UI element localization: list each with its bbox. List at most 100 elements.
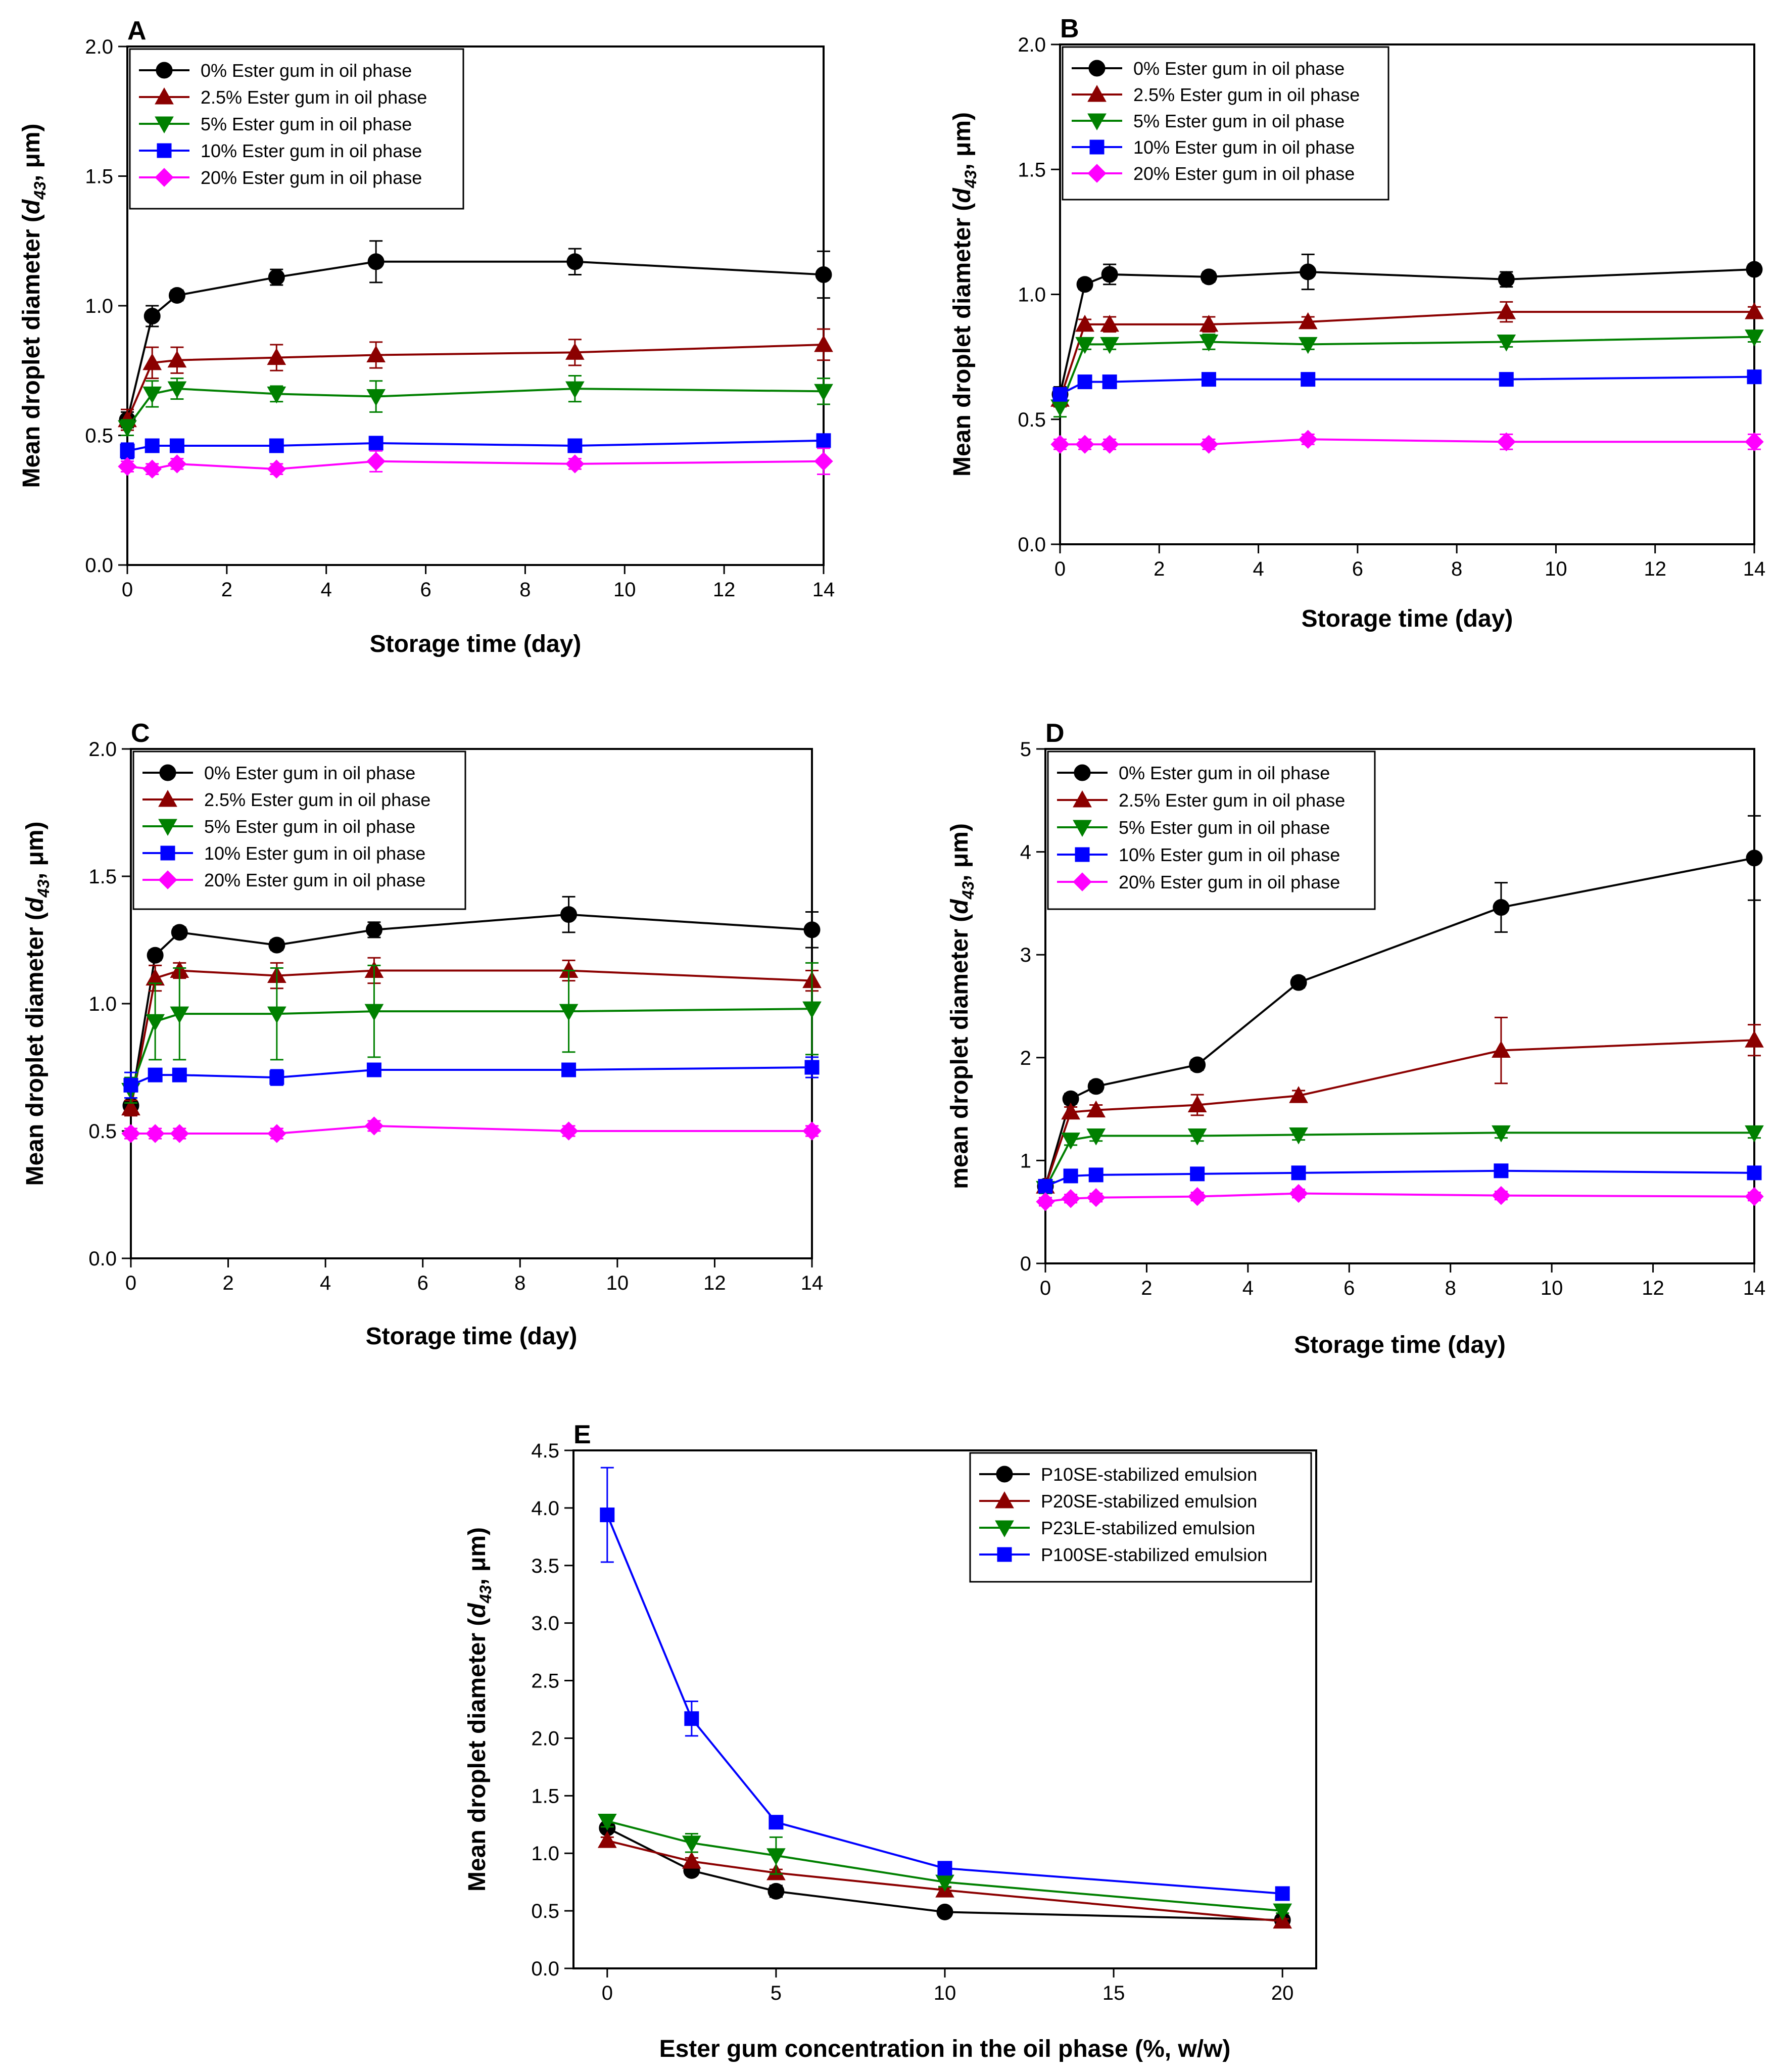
legend-marker bbox=[159, 764, 176, 781]
data-point bbox=[1086, 1128, 1106, 1146]
data-point bbox=[1289, 1184, 1308, 1203]
data-point bbox=[269, 438, 284, 453]
y-tick-label: 2.0 bbox=[1018, 34, 1046, 56]
y-axis-label-pre: Mean droplet diameter ( bbox=[18, 214, 45, 488]
data-point bbox=[1199, 435, 1219, 454]
data-point bbox=[1300, 263, 1317, 280]
x-tick-label: 0 bbox=[602, 1982, 613, 2004]
x-tick-label: 8 bbox=[514, 1272, 525, 1294]
x-tick-label: 4 bbox=[1242, 1277, 1254, 1299]
x-tick-label: 0 bbox=[125, 1272, 136, 1294]
series-4 bbox=[121, 1116, 822, 1143]
series-line bbox=[130, 1066, 812, 1087]
x-tick-label: 15 bbox=[1102, 1982, 1125, 2004]
legend-label: P23LE-stabilized emulsion bbox=[1041, 1518, 1255, 1538]
y-tick-label: 0.0 bbox=[531, 1958, 559, 1980]
data-point bbox=[170, 1006, 189, 1024]
data-point bbox=[1199, 314, 1219, 332]
data-point bbox=[142, 353, 162, 370]
legend-marker bbox=[1089, 139, 1105, 155]
data-point bbox=[1075, 337, 1094, 354]
legend-label: 5% Ester gum in oil phase bbox=[201, 114, 412, 134]
series-line bbox=[127, 439, 824, 452]
series-3 bbox=[120, 433, 831, 460]
y-axis-label-subscript: 43 bbox=[962, 170, 980, 189]
data-point bbox=[1075, 314, 1094, 332]
y-tick-label: 0.5 bbox=[1018, 409, 1046, 431]
data-point bbox=[1492, 1041, 1511, 1058]
y-axis-label: Mean droplet diameter (d43, μm) bbox=[464, 1527, 495, 1892]
y-tick-label: 4 bbox=[1020, 841, 1031, 864]
legend-marker bbox=[1087, 84, 1107, 102]
data-point bbox=[1746, 261, 1763, 278]
data-point bbox=[1102, 374, 1117, 390]
data-point bbox=[368, 436, 383, 451]
legend: P10SE-stabilized emulsion P20SE-stabilize… bbox=[969, 1452, 1312, 1583]
y-tick-label: 2.0 bbox=[85, 36, 113, 58]
panel-label: B bbox=[1060, 14, 1079, 43]
series-line bbox=[1060, 375, 1755, 396]
legend-label: 0% Ester gum in oil phase bbox=[1133, 58, 1345, 79]
data-point bbox=[1061, 1189, 1080, 1208]
series-2 bbox=[121, 962, 822, 1104]
y-axis-label-subscript: 43 bbox=[959, 881, 977, 900]
y-axis-label-pre: mean droplet diameter ( bbox=[946, 914, 973, 1189]
x-tick-label: 14 bbox=[801, 1272, 824, 1294]
series-line bbox=[130, 1008, 812, 1091]
data-point bbox=[600, 1508, 615, 1523]
data-point bbox=[1299, 430, 1318, 449]
data-point bbox=[171, 924, 188, 941]
data-point bbox=[682, 1835, 701, 1853]
data-point bbox=[1061, 1102, 1080, 1120]
legend-label: 0% Ester gum in oil phase bbox=[201, 60, 412, 81]
data-point bbox=[814, 335, 833, 352]
y-axis-label: Mean droplet diameter (d43, μm) bbox=[18, 123, 49, 488]
data-point bbox=[268, 269, 285, 286]
legend-label: 2.5% Ester gum in oil phase bbox=[201, 87, 427, 108]
legend-marker bbox=[1075, 847, 1090, 862]
y-axis-label-subscript: 43 bbox=[34, 879, 53, 898]
data-point bbox=[1200, 268, 1217, 286]
legend-box bbox=[132, 750, 466, 910]
data-point bbox=[269, 1070, 284, 1085]
series-1 bbox=[1050, 301, 1764, 408]
y-axis-label-subscript: 43 bbox=[476, 1585, 495, 1604]
data-point bbox=[1499, 372, 1514, 387]
series-2 bbox=[118, 375, 833, 438]
legend-marker bbox=[995, 1491, 1014, 1509]
data-point bbox=[1747, 1165, 1762, 1181]
panel-label: A bbox=[127, 16, 147, 45]
y-tick-label: 0.0 bbox=[85, 554, 113, 577]
legend-label: P100SE-stabilized emulsion bbox=[1041, 1544, 1267, 1565]
x-tick-label: 2 bbox=[221, 579, 232, 601]
y-axis-label: Mean droplet diameter (d43, μm) bbox=[949, 112, 980, 477]
x-tick-label: 10 bbox=[1541, 1277, 1563, 1299]
data-point bbox=[1187, 1128, 1207, 1146]
legend-marker bbox=[1073, 790, 1092, 808]
y-axis-label-symbol: d bbox=[22, 897, 49, 912]
legend-label: 2.5% Ester gum in oil phase bbox=[1133, 84, 1360, 105]
data-point bbox=[365, 921, 382, 938]
data-point bbox=[1077, 374, 1092, 390]
data-point bbox=[1088, 1167, 1104, 1183]
data-point bbox=[267, 1124, 286, 1143]
legend-marker bbox=[995, 1520, 1014, 1538]
legend-marker bbox=[997, 1547, 1012, 1562]
data-point bbox=[1290, 974, 1307, 991]
data-point bbox=[1201, 372, 1216, 387]
y-tick-label: 1.0 bbox=[85, 295, 113, 317]
series-line bbox=[1045, 1192, 1755, 1203]
y-tick-label: 1.0 bbox=[88, 993, 117, 1015]
x-axis-label: Storage time (day) bbox=[370, 631, 582, 657]
data-point bbox=[146, 1014, 165, 1031]
legend-label: 5% Ester gum in oil phase bbox=[1119, 817, 1330, 838]
data-point bbox=[1298, 312, 1318, 329]
legend-box bbox=[129, 48, 464, 210]
legend: 0% Ester gum in oil phase 2.5% Ester gum … bbox=[1062, 46, 1389, 201]
x-tick-label: 8 bbox=[1445, 1277, 1456, 1299]
x-tick-label: 20 bbox=[1271, 1982, 1294, 2004]
x-tick-label: 12 bbox=[703, 1272, 726, 1294]
legend-label: 0% Ester gum in oil phase bbox=[1119, 763, 1330, 783]
data-point bbox=[366, 1062, 381, 1077]
